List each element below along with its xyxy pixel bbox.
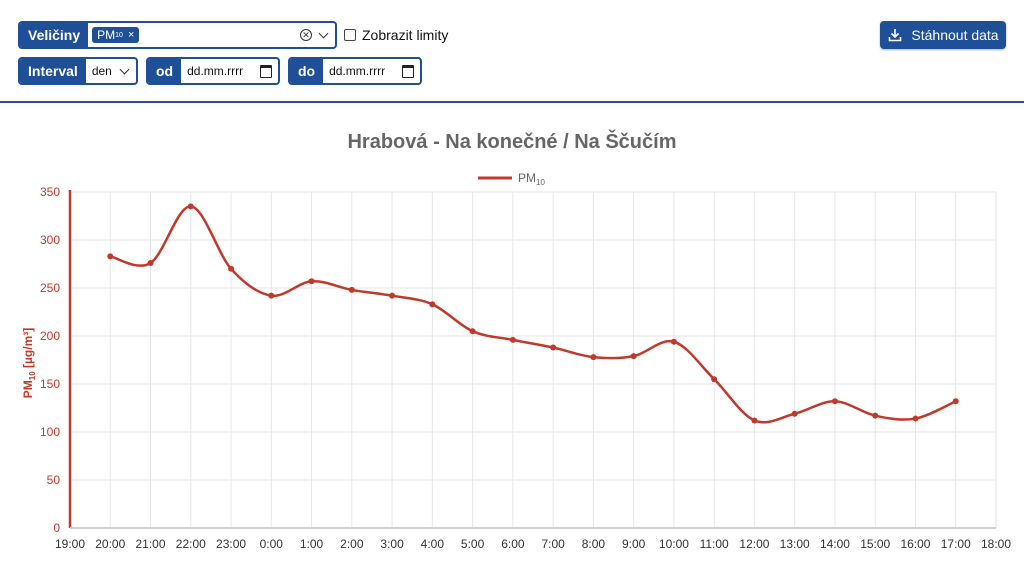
show-limits-label: Zobrazit limity <box>362 27 449 43</box>
data-point[interactable] <box>429 301 436 308</box>
data-point[interactable] <box>872 412 879 419</box>
x-tick-labels: 19:00 20:00 21:00 22:00 23:00 0:00 1:00 2:00 3:0… <box>55 537 1011 551</box>
series-points <box>107 203 959 424</box>
x-tick-label: 17:00 <box>941 537 971 551</box>
chevron-down-icon[interactable] <box>318 28 329 38</box>
x-tick-label: 13:00 <box>780 537 810 551</box>
x-tick-label: 20:00 <box>95 537 125 551</box>
x-tick-label: 23:00 <box>216 537 246 551</box>
interval-select[interactable]: Interval den <box>18 57 138 85</box>
x-tick-label: 22:00 <box>176 537 206 551</box>
x-tick-label: 16:00 <box>900 537 930 551</box>
legend-label-sub: 10 <box>536 178 545 187</box>
quantities-label: Veličiny <box>20 23 89 47</box>
date-from-input[interactable]: dd.mm.rrrr <box>187 64 244 78</box>
y-tick-label: 100 <box>40 425 60 439</box>
chip-label-sub: 10 <box>115 31 123 39</box>
x-tick-label: 5:00 <box>461 537 485 551</box>
x-tick-label: 2:00 <box>340 537 364 551</box>
calendar-icon[interactable] <box>402 64 414 78</box>
legend-label: PM10 <box>518 171 545 187</box>
header-divider <box>0 101 1024 103</box>
data-point[interactable] <box>268 292 275 299</box>
x-tick-label: 11:00 <box>700 537 729 551</box>
y-tick-label: 350 <box>40 185 60 199</box>
x-tick-label: 10:00 <box>659 537 689 551</box>
data-point[interactable] <box>308 278 315 285</box>
y-tick-label: 0 <box>53 521 60 535</box>
date-to-label: do <box>290 59 324 83</box>
x-tick-label: 21:00 <box>136 537 166 551</box>
x-tick-label: 8:00 <box>582 537 606 551</box>
x-tick-label: 3:00 <box>380 537 404 551</box>
y-label-sub: 10 <box>28 371 37 380</box>
chart-title: Hrabová - Na konečné / Na Ščučím <box>347 129 676 153</box>
download-label: Stáhnout data <box>911 27 999 43</box>
chip-label: PM <box>97 28 116 42</box>
data-point[interactable] <box>550 344 557 351</box>
data-point[interactable] <box>952 398 959 405</box>
calendar-icon[interactable] <box>260 64 272 78</box>
date-to-input[interactable]: dd.mm.rrrr <box>329 64 386 78</box>
x-tick-label: 4:00 <box>421 537 445 551</box>
download-data-button[interactable]: Stáhnout data <box>880 21 1006 49</box>
chevron-down-icon <box>119 64 130 74</box>
x-tick-label: 6:00 <box>501 537 525 551</box>
y-tick-label: 250 <box>40 281 60 295</box>
pm10-line-chart: 0 50 100 150 200 250 300 350 19:00 20:00 21:00 22:… <box>21 129 1011 551</box>
data-point[interactable] <box>711 376 718 383</box>
date-from-field[interactable]: od dd.mm.rrrr <box>146 57 280 85</box>
x-tick-label: 1:00 <box>300 537 324 551</box>
data-point[interactable] <box>590 354 597 361</box>
data-point[interactable] <box>670 338 677 345</box>
y-tick-labels: 0 50 100 150 200 250 300 350 <box>40 185 60 535</box>
y-tick-label: 50 <box>47 473 61 487</box>
chip-remove-icon[interactable]: × <box>127 29 135 41</box>
data-point[interactable] <box>509 336 516 343</box>
data-point[interactable] <box>791 410 798 417</box>
y-tick-label: 300 <box>40 233 60 247</box>
x-tick-label: 19:00 <box>55 537 85 551</box>
y-tick-label: 200 <box>40 329 60 343</box>
data-point[interactable] <box>228 265 235 272</box>
data-point[interactable] <box>348 286 355 293</box>
data-point[interactable] <box>107 253 114 260</box>
interval-value: den <box>91 64 112 78</box>
x-tick-label: 12:00 <box>739 537 769 551</box>
data-point[interactable] <box>831 398 838 405</box>
data-point[interactable] <box>147 260 154 267</box>
download-icon <box>889 29 902 42</box>
y-label-a: PM <box>21 380 35 398</box>
x-tick-label: 9:00 <box>622 537 646 551</box>
x-tick-label: 14:00 <box>820 537 850 551</box>
selected-quantity-chip[interactable]: PM 10 × <box>92 27 140 43</box>
date-from-label: od <box>148 59 182 83</box>
y-axis-label: PM10 [µg/m³] <box>21 328 37 398</box>
y-label-b: [µg/m³] <box>21 328 35 372</box>
x-tick-label: 7:00 <box>541 537 565 551</box>
data-point[interactable] <box>187 203 194 210</box>
data-point[interactable] <box>912 415 919 422</box>
show-limits-checkbox[interactable]: Zobrazit limity <box>344 27 448 43</box>
grid-lines <box>69 191 997 529</box>
quantities-select[interactable]: Veličiny PM 10 × ✕ <box>18 21 337 49</box>
legend-label-main: PM <box>518 171 536 185</box>
x-tick-label: 18:00 <box>981 537 1011 551</box>
data-point[interactable] <box>751 417 758 424</box>
checkbox-box[interactable] <box>344 29 356 41</box>
x-tick-label: 0:00 <box>260 537 284 551</box>
date-to-field[interactable]: do dd.mm.rrrr <box>288 57 422 85</box>
data-point[interactable] <box>389 292 396 299</box>
legend[interactable]: PM10 <box>478 171 545 187</box>
y-tick-label: 150 <box>40 377 60 391</box>
data-point[interactable] <box>469 328 476 335</box>
clear-selection-icon[interactable]: ✕ <box>300 29 312 41</box>
interval-label: Interval <box>20 59 86 83</box>
series-line-pm10 <box>109 205 957 424</box>
data-point[interactable] <box>630 353 637 360</box>
x-tick-label: 15:00 <box>860 537 890 551</box>
